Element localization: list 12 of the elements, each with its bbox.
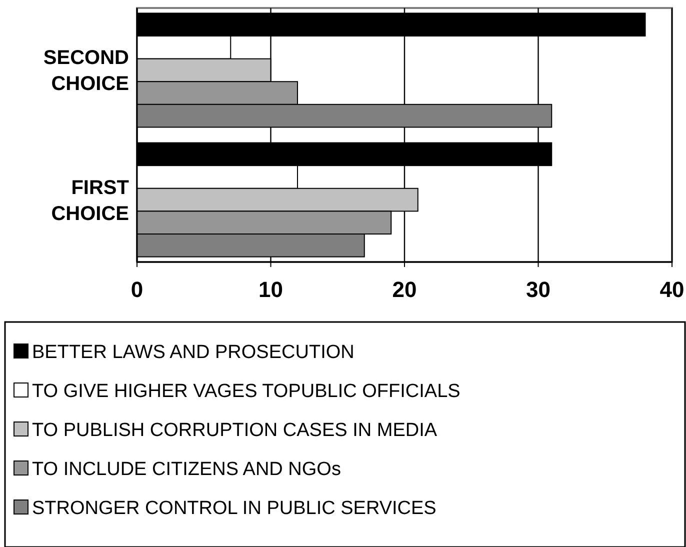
y-tick-label: FIRST CHOICE [51, 176, 129, 225]
y-tick-label: SECOND CHOICE [43, 47, 129, 96]
x-tick-label: 20 [392, 277, 417, 302]
legend-label: TO GIVE HIGHER VAGES TOPUBLIC OFFICIALS [32, 381, 460, 402]
legend-label: BETTER LAWS AND PROSECUTION [32, 342, 354, 363]
legend-label: TO PUBLISH CORRUPTION CASES IN MEDIA [32, 420, 438, 441]
legend-label: STRONGER CONTROL IN PUBLIC SERVICES [32, 498, 436, 519]
x-tick-label: 30 [526, 277, 550, 302]
legend-label: TO INCLUDE CITIZENS AND NGOs [32, 459, 341, 480]
x-tick-label: 10 [258, 277, 283, 302]
x-tick-label: 0 [130, 277, 144, 302]
x-tick-label: 40 [660, 277, 684, 302]
